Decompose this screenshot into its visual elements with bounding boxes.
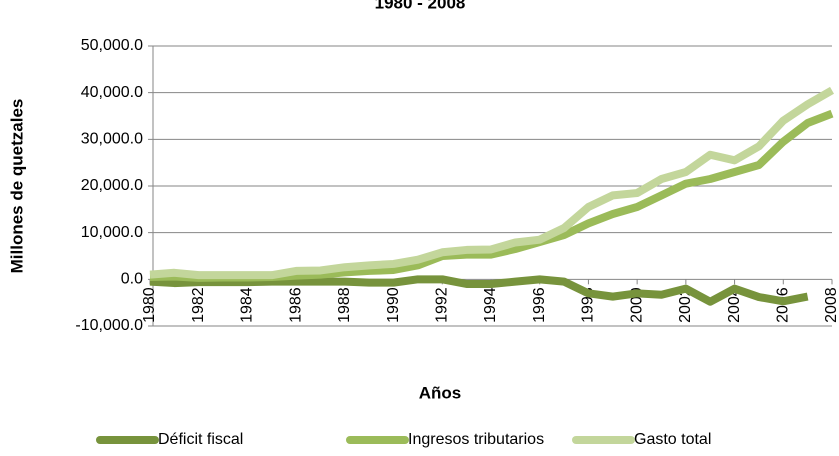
- legend-label: Gasto total: [634, 431, 711, 448]
- x-tick-label: 1992: [434, 287, 451, 323]
- x-tick-label: 1982: [190, 287, 207, 323]
- y-tick-label: 50,000.0: [81, 37, 143, 54]
- y-tick-label: 30,000.0: [81, 131, 143, 148]
- x-tick-label: 2008: [823, 287, 839, 323]
- y-tick-label: 10,000.0: [81, 224, 143, 241]
- y-axis-title: Millones de quetzales: [7, 99, 26, 274]
- x-tick-label: 1984: [239, 287, 256, 323]
- x-tick-label: 1996: [531, 287, 548, 323]
- y-tick-label: 40,000.0: [81, 84, 143, 101]
- y-tick-label: 20,000.0: [81, 177, 143, 194]
- x-axis-title: Años: [419, 383, 462, 402]
- x-tick-label: 1986: [287, 287, 304, 323]
- x-tick-label: 2002: [677, 287, 694, 323]
- y-tick-label: 0.0: [121, 271, 143, 288]
- series-line: [149, 86, 834, 280]
- x-tick-label: 1980: [141, 287, 158, 323]
- x-tick-label: 1988: [336, 287, 353, 323]
- chart-title: 1980 - 2008: [375, 0, 466, 12]
- x-tick-label: 2004: [726, 287, 743, 323]
- legend-label: Déficit fiscal: [158, 431, 243, 448]
- x-tick-label: 1990: [385, 287, 402, 323]
- y-tick-label: -10,000.0: [75, 317, 143, 334]
- x-tick-label: 1994: [482, 287, 499, 323]
- legend-label: Ingresos tributarios: [408, 431, 544, 448]
- series-line: [149, 275, 809, 306]
